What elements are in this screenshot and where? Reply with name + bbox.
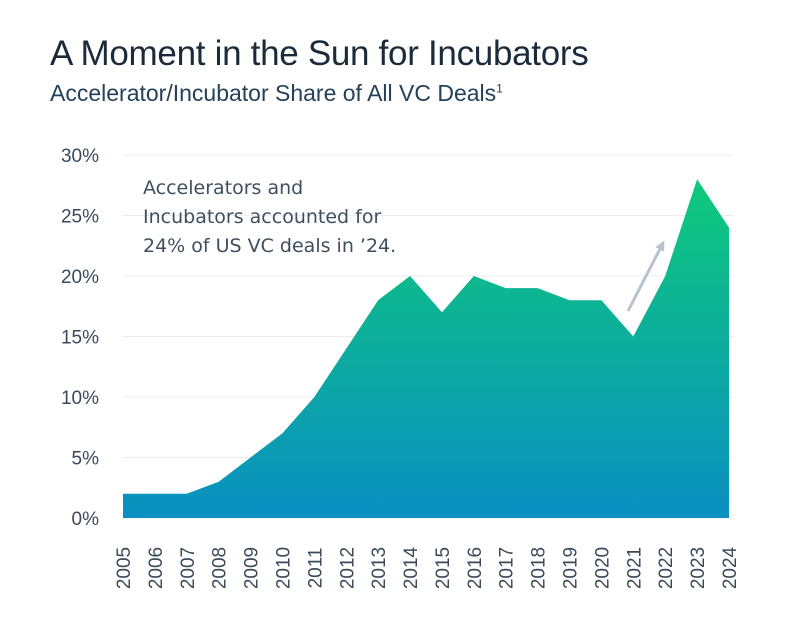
x-tick-label: 2007 [178,547,199,589]
area-series [123,179,729,518]
x-tick-label: 2014 [401,546,422,589]
y-tick-label: 10% [61,388,99,409]
x-tick-label: 2013 [369,547,390,589]
annotation-text-line: Accelerators and [143,177,303,199]
y-tick-label: 20% [61,267,99,288]
x-tick-label: 2018 [529,547,550,589]
x-tick-label: 2011 [305,548,326,589]
x-tick-label: 2023 [688,547,709,589]
x-tick-label: 2010 [273,547,294,589]
x-tick-label: 2017 [497,547,518,589]
chart-subtitle-text: Accelerator/Incubator Share of All VC De… [50,80,497,106]
y-tick-label: 25% [61,207,99,228]
y-tick-label: 30% [61,146,99,167]
chart-subtitle: Accelerator/Incubator Share of All VC De… [50,80,503,107]
footnote-marker: 1 [496,81,503,96]
y-tick-label: 0% [72,509,100,530]
x-tick-label: 2021 [624,547,645,589]
x-tick-label: 2024 [720,546,741,589]
x-tick-label: 2022 [656,547,677,589]
annotation-text-line: Incubators accounted for [143,206,381,228]
y-tick-label: 5% [72,449,100,470]
x-tick-label: 2006 [146,547,167,589]
annotation-text-line: 24% of US VC deals in ’24. [143,235,396,257]
x-tick-label: 2009 [242,547,263,589]
x-tick-label: 2005 [114,547,135,589]
x-tick-label: 2012 [337,547,358,589]
x-tick-label: 2015 [433,547,454,589]
y-tick-label: 15% [61,328,99,349]
x-tick-label: 2016 [465,547,486,589]
x-tick-label: 2019 [561,547,582,589]
x-tick-label: 2008 [210,547,231,589]
x-tick-label: 2020 [592,547,613,589]
annotation-arrow [626,240,665,312]
chart-title: A Moment in the Sun for Incubators [50,34,589,73]
